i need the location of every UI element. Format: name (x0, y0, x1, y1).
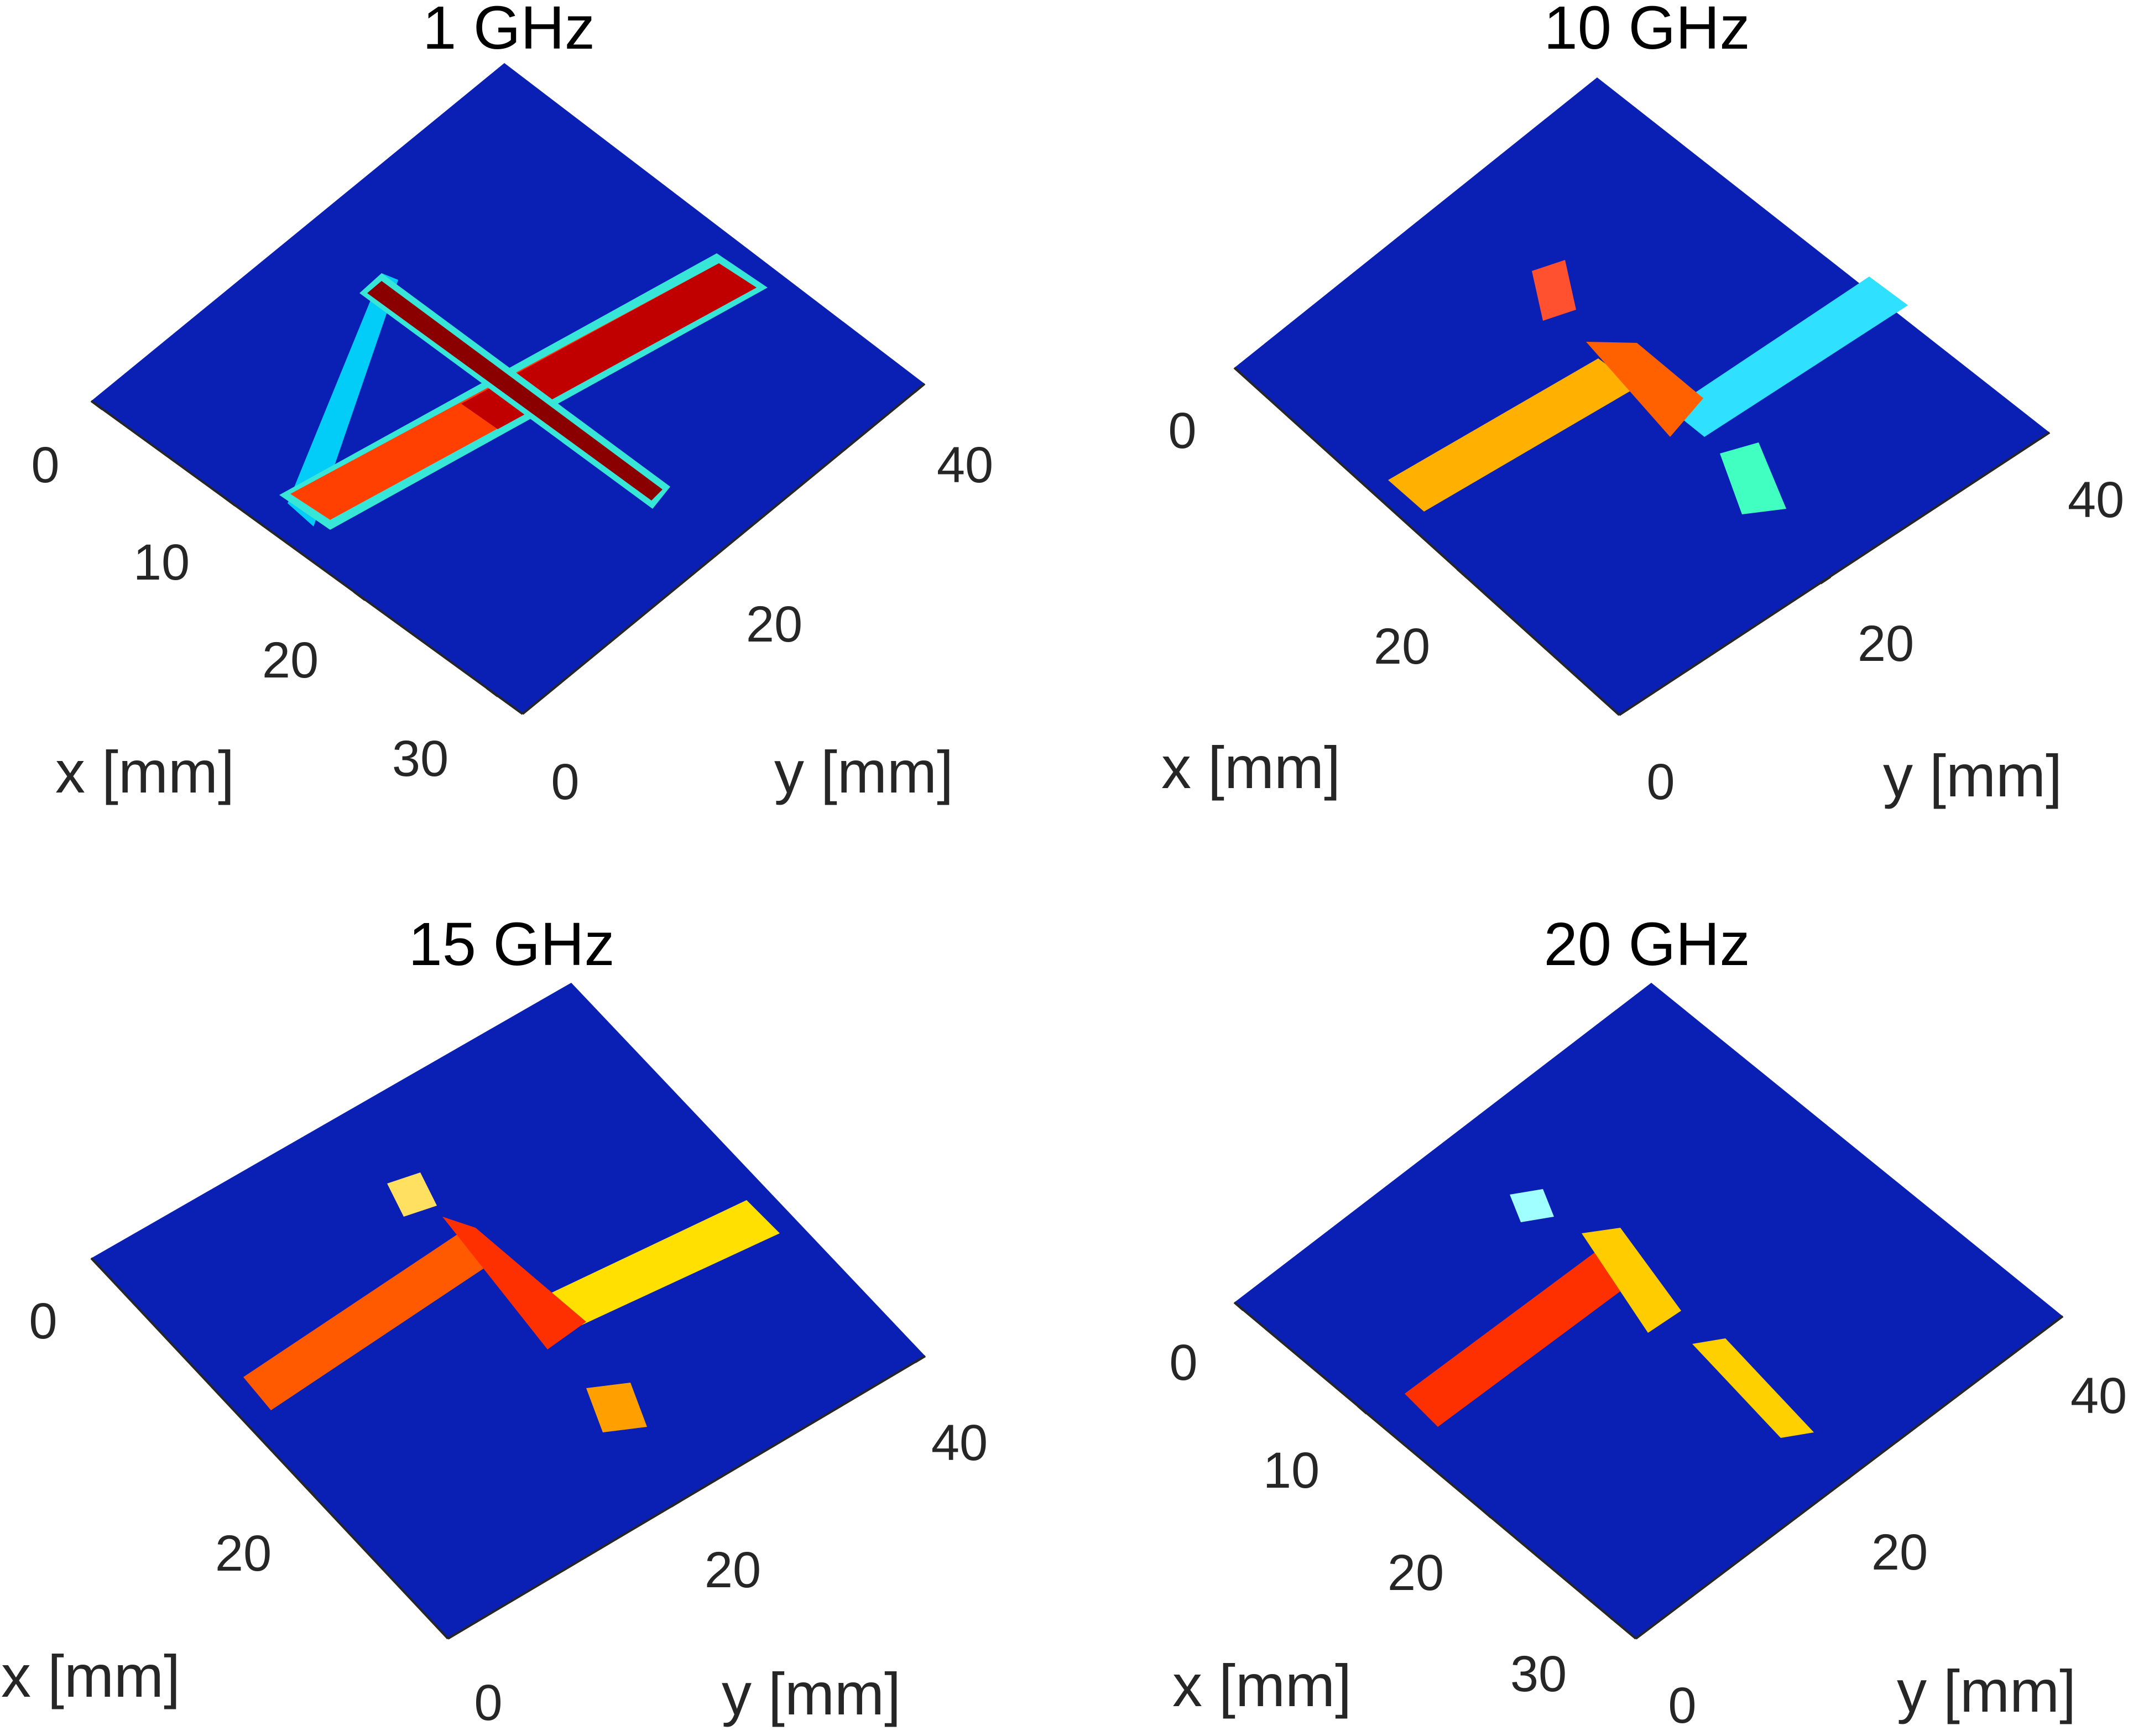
through-line-glow (288, 273, 398, 526)
y-axis-label: y [mm] (774, 738, 953, 805)
tick-marks (90, 383, 926, 697)
x-tick-label: 30 (1510, 1646, 1567, 1702)
x-tick-label: 10 (133, 534, 190, 591)
y-tick-label: 0 (1668, 1677, 1696, 1734)
y-axis-label: y [mm] (722, 1660, 901, 1727)
output-line (525, 1200, 780, 1338)
upper-pad (387, 1172, 437, 1217)
pads (1692, 1338, 1814, 1438)
tick-marks (1233, 367, 2051, 585)
panel-10ghz: 10 GHz 0 20 0 20 40 x [mm] y [mm] (1161, 0, 2124, 810)
x-axis-label: x [mm] (1172, 1652, 1352, 1719)
x-axis-label: x [mm] (1161, 734, 1341, 801)
x-axis-line (90, 1257, 449, 1640)
tick-marks (90, 1257, 926, 1508)
lower-pad (1720, 442, 1786, 514)
x-tick-label: 20 (262, 632, 319, 689)
upper-pad (1532, 260, 1576, 321)
y-tick-label: 40 (931, 1415, 988, 1471)
junction (1582, 1228, 1681, 1333)
y-tick-label: 40 (937, 437, 993, 493)
x-tick-label: 30 (392, 731, 448, 787)
x-axis-line (1233, 367, 1620, 716)
tick-marks (1233, 1301, 2064, 1620)
x-axis-label: x [mm] (55, 738, 234, 805)
panel-title: 20 GHz (1544, 910, 1750, 978)
upper-pad (1510, 1189, 1554, 1222)
panel-title: 15 GHz (409, 910, 615, 978)
y-axis-line (1618, 431, 2051, 716)
x-axis-line (90, 400, 524, 715)
field-hotspots (243, 1172, 780, 1432)
input-line (1388, 358, 1637, 512)
field-hotspots (1405, 1189, 1814, 1438)
panel-title: 1 GHz (423, 0, 595, 62)
panel-20ghz: 20 GHz 0 10 20 30 0 20 40 x [mm] y [mm] (1169, 910, 2127, 1734)
y-tick-label: 0 (551, 754, 579, 810)
output-line (1670, 277, 1908, 437)
x-tick-label: 20 (215, 1525, 272, 1582)
lower-pad (586, 1383, 647, 1432)
x-tick-label: 10 (1263, 1442, 1320, 1499)
x-tick-label: 20 (1388, 1545, 1444, 1601)
x-tick-label: 0 (29, 1293, 57, 1349)
junction (442, 1217, 586, 1349)
x-axis-label: x [mm] (1, 1643, 180, 1709)
panel-title: 10 GHz (1544, 0, 1750, 62)
y-tick-label: 20 (1871, 1524, 1928, 1581)
x-axis-line (1233, 1301, 1637, 1640)
field-hotspots (1388, 260, 1908, 514)
x-tick-label: 0 (31, 437, 59, 493)
field-hotspots (279, 253, 768, 530)
y-tick-label: 0 (474, 1675, 502, 1731)
y-tick-label: 40 (2071, 1368, 2127, 1424)
stub (367, 281, 663, 501)
y-tick-label: 20 (746, 596, 802, 653)
standing-wave-band (1405, 1250, 1631, 1427)
y-tick-label: 20 (705, 1542, 761, 1598)
panel-15ghz: 15 GHz 0 20 0 20 40 x [mm] y [mm] (1, 910, 988, 1731)
y-axis-label: y [mm] (1883, 742, 2062, 809)
y-tick-label: 0 (1646, 754, 1675, 810)
y-tick-label: 20 (1858, 616, 1914, 672)
junction (1586, 342, 1703, 437)
x-tick-label: 0 (1169, 1334, 1197, 1391)
y-tick-label: 40 (2068, 472, 2124, 528)
y-axis-line (447, 1355, 926, 1640)
panel-1ghz: 1 GHz 0 10 20 30 0 20 40 x [mm] y [mm] (31, 0, 993, 810)
x-tick-label: 0 (1168, 403, 1196, 459)
x-tick-label: 20 (1374, 618, 1430, 675)
y-axis-label: y [mm] (1897, 1657, 2076, 1724)
input-line (243, 1233, 487, 1410)
heatmap-plane (91, 983, 925, 1639)
